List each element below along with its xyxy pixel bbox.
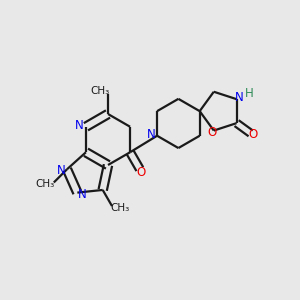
Text: O: O	[137, 166, 146, 179]
Text: N: N	[147, 128, 156, 141]
Text: H: H	[245, 87, 254, 100]
Text: CH₃: CH₃	[91, 86, 110, 96]
Text: O: O	[248, 128, 258, 141]
Text: N: N	[57, 164, 66, 177]
Text: N: N	[75, 119, 84, 132]
Text: N: N	[77, 188, 86, 201]
Text: CH₃: CH₃	[36, 179, 55, 189]
Text: O: O	[208, 127, 217, 140]
Text: N: N	[235, 91, 243, 104]
Text: CH₃: CH₃	[111, 202, 130, 213]
